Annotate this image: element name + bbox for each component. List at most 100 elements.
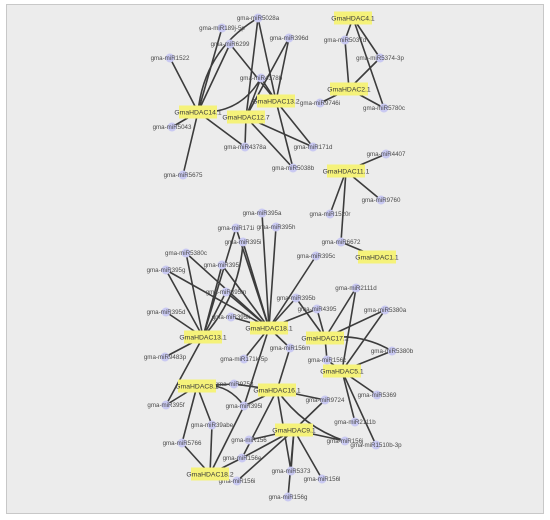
edge-h181-m395c: [268, 255, 317, 329]
mirna-node-m5675: gma-miR5675: [164, 170, 203, 180]
edge-h132-m5028a: [257, 17, 277, 102]
mirna-node-m395m: gma-miR395m: [206, 287, 247, 297]
hdac-box: [327, 164, 365, 178]
mirna-node-m1510: gma-miR1510b-3p: [350, 440, 402, 450]
mirna-node-m4378a: gma-miR4378a: [224, 142, 267, 152]
mirna-label: gma-miR5038b: [272, 165, 315, 172]
hdac-box: [258, 383, 296, 397]
mirna-label: gma-miR5373: [272, 468, 311, 475]
mirna-dot: [320, 395, 330, 405]
mirna-node-m395h: gma-miR395h: [257, 222, 296, 232]
node-layer: gma-miR189j-5p gma-miR5028a gma-miR6299 gma…: [144, 11, 414, 502]
mirna-label: gma-miR395d: [147, 309, 186, 316]
mirna-node-m4395: gma-miR4395: [298, 304, 337, 314]
mirna-label: gma-miR156c: [308, 357, 347, 364]
mirna-dot: [283, 492, 293, 502]
hdac-box: [323, 364, 361, 378]
hdac-box: [178, 379, 216, 393]
mirna-node-m6672: gma-miR6672: [322, 237, 361, 247]
mirna-node-m395b: gma-miR395b: [277, 293, 316, 303]
mirna-dot: [312, 304, 322, 314]
mirna-dot: [340, 35, 350, 45]
mirna-dot: [288, 163, 298, 173]
mirna-label: gma-miR6299: [211, 41, 250, 48]
mirna-node-m396d: gma-miR396d: [270, 33, 309, 43]
mirna-node-m156i: gma-miR156i: [219, 476, 255, 486]
mirna-node-m9760: gma-miR9760: [362, 195, 401, 205]
edge-h141-m5675: [182, 111, 199, 176]
mirna-label: gma-miR1520r: [310, 211, 351, 218]
mirna-dot: [226, 312, 236, 322]
mirna-node-m395j: gma-miR395j: [204, 260, 240, 270]
hdac-node-h11: GmaHDAC1.1: [355, 250, 399, 264]
hdac-node-h141: GmaHDAC14.1: [174, 105, 222, 119]
mirna-node-m9758: gma-miR9758: [215, 379, 254, 389]
mirna-dot: [240, 142, 250, 152]
mirna-dot: [375, 53, 385, 63]
mirna-label: gma-miR156g: [269, 494, 308, 501]
edge-h182-m39abe: [209, 424, 213, 475]
mirna-label: gma-miR156: [231, 437, 267, 444]
mirna-dot: [315, 98, 325, 108]
mirna-dot: [340, 436, 350, 446]
mirna-label: gma-miR156e: [223, 455, 262, 462]
mirna-node-m6299: gma-miR6299: [211, 39, 250, 49]
edge-h181-m395h: [268, 226, 277, 329]
mirna-dot: [387, 346, 397, 356]
mirna-node-m156l: gma-miR156l: [304, 474, 340, 484]
mirna-node-m9483: gma-miR9483p: [144, 352, 187, 362]
mirna-node-m5374: gma-miR5374-3p: [356, 53, 404, 63]
mirna-label: gma-miR396d: [270, 35, 309, 42]
mirna-dot: [257, 208, 267, 218]
mirna-node-m5380b: gma-miR5380b: [371, 346, 414, 356]
mirna-node-m5380a: gma-miR5380a: [364, 305, 407, 315]
hdac-label: GmaHDAC18.1: [245, 325, 292, 332]
mirna-node-m1520r: gma-miR1520r: [310, 209, 351, 219]
mirna-node-m2111b: gma-miR2111b: [334, 417, 376, 427]
hdac-label: GmaHDAC4.1: [331, 15, 375, 22]
mirna-label: gma-miR395i: [225, 239, 262, 246]
mirna-dot: [161, 400, 171, 410]
mirna-label: gma-miR1510b-3p: [350, 442, 402, 449]
hdac-label: GmaHDAC8.1: [175, 383, 219, 390]
mirna-dot: [217, 23, 227, 33]
mirna-label: gma-miR156m: [270, 345, 311, 352]
mirna-dot: [253, 13, 263, 23]
edge-h51-m1510: [341, 370, 377, 446]
mirna-dot: [379, 103, 389, 113]
mirna-node-m395g: gma-miR395g: [147, 265, 186, 275]
hdac-box: [330, 82, 368, 96]
mirna-dot: [221, 287, 231, 297]
mirna-dot: [308, 142, 318, 152]
hdac-box: [227, 110, 265, 124]
mirna-label: gma-miR9724: [306, 397, 345, 404]
mirna-label: gma-miR9758: [215, 381, 254, 388]
mirna-node-m2111d: gma-miR2111d: [335, 283, 377, 293]
edge-h131-m395j: [202, 264, 223, 338]
edge-h41-m5780c: [352, 17, 385, 109]
hdac-node-h127: GmaHDAC12.7: [222, 110, 270, 124]
mirna-dot: [336, 237, 346, 247]
hdac-box: [179, 105, 217, 119]
mirna-label: gma-miR4378b: [240, 75, 283, 82]
mirna-dot: [372, 390, 382, 400]
mirna-label: gma-miR171k-5p: [220, 356, 268, 363]
edge-h131-m5380c: [185, 252, 204, 338]
mirna-dot: [239, 401, 249, 411]
edge-h127-m5028a: [245, 17, 259, 118]
hdac-label: GmaHDAC5.1: [320, 368, 364, 375]
hdac-label: GmaHDAC16.1: [253, 387, 300, 394]
edge-h141-m1522: [169, 57, 199, 113]
mirna-label: gma-miR5374-3p: [356, 55, 404, 62]
mirna-dot: [161, 307, 171, 317]
edge-h132-m396d: [275, 37, 290, 102]
mirna-label: gma-miR189j-5p: [199, 25, 245, 32]
hdac-label: GmaHDAC9.1: [272, 427, 316, 434]
mirna-dot: [311, 251, 321, 261]
mirna-node-m39abe: gma-miR39abe: [191, 420, 234, 430]
mirna-label: gma-miR9746i: [300, 100, 340, 107]
mirna-dot: [178, 170, 188, 180]
mirna-dot: [284, 33, 294, 43]
mirna-label: gma-miR395m: [206, 289, 247, 296]
